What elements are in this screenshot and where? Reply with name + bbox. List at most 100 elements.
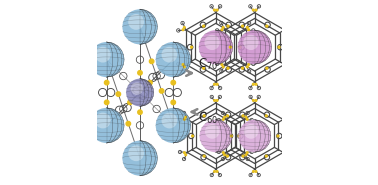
Circle shape [245,116,247,118]
Circle shape [246,152,248,153]
Circle shape [253,83,254,85]
Circle shape [287,64,288,65]
Circle shape [161,113,177,128]
Circle shape [253,100,254,101]
Circle shape [224,154,225,156]
Circle shape [184,152,185,153]
Circle shape [116,92,121,96]
Circle shape [138,110,142,114]
Circle shape [183,66,185,68]
Circle shape [128,14,144,30]
Circle shape [171,80,175,85]
Circle shape [160,89,164,93]
Circle shape [191,46,192,48]
Circle shape [216,171,218,172]
Circle shape [227,67,229,69]
Circle shape [104,80,109,85]
Circle shape [284,154,286,156]
Circle shape [253,171,254,172]
Circle shape [128,100,132,105]
Circle shape [253,9,254,11]
Circle shape [216,100,218,101]
Circle shape [203,115,205,117]
Circle shape [223,152,224,153]
Circle shape [224,116,225,118]
Circle shape [223,119,224,120]
Circle shape [266,67,268,69]
Circle shape [214,9,215,11]
Circle shape [246,119,248,120]
Text: C$_{60}$: C$_{60}$ [198,111,218,126]
Circle shape [200,120,232,152]
Circle shape [277,135,279,137]
Circle shape [245,154,247,156]
Circle shape [227,25,229,27]
Circle shape [266,25,268,27]
Circle shape [221,64,223,65]
Circle shape [199,30,233,64]
Circle shape [239,120,271,152]
Circle shape [126,79,154,106]
Circle shape [242,25,243,27]
Circle shape [184,119,185,120]
Circle shape [149,59,154,64]
Circle shape [265,115,267,117]
Circle shape [131,82,143,95]
Circle shape [89,42,124,77]
Circle shape [285,27,287,28]
Circle shape [246,27,248,28]
Circle shape [285,119,287,120]
Circle shape [148,80,152,85]
Circle shape [89,108,124,143]
Circle shape [171,100,175,105]
Text: C$_{70}$: C$_{70}$ [198,57,218,72]
Circle shape [138,70,142,75]
Circle shape [104,100,109,105]
Circle shape [214,100,215,101]
Circle shape [244,124,259,139]
Circle shape [278,46,280,48]
Circle shape [248,64,249,65]
Circle shape [284,116,286,118]
Circle shape [239,46,241,48]
Circle shape [203,67,204,69]
Circle shape [222,27,224,28]
Circle shape [255,100,257,101]
Circle shape [183,27,185,28]
Circle shape [122,9,158,44]
Circle shape [203,25,204,27]
Circle shape [182,29,184,31]
Circle shape [287,29,288,31]
Circle shape [126,121,130,126]
Circle shape [221,29,223,31]
Circle shape [203,155,205,157]
Circle shape [156,42,191,77]
Circle shape [214,83,215,85]
Circle shape [95,47,111,63]
Circle shape [185,154,186,156]
Circle shape [231,135,232,137]
Circle shape [182,64,184,65]
Circle shape [161,47,177,63]
Circle shape [95,113,111,128]
Circle shape [242,115,244,117]
Circle shape [255,83,257,85]
Circle shape [265,155,267,157]
Circle shape [285,152,287,153]
Circle shape [205,124,220,139]
Circle shape [226,115,228,117]
Circle shape [255,9,257,11]
Circle shape [216,9,218,11]
Circle shape [285,66,287,68]
Circle shape [226,155,228,157]
Circle shape [192,135,194,137]
Circle shape [238,135,240,137]
Circle shape [255,171,257,172]
Circle shape [243,35,259,50]
Circle shape [216,83,218,85]
Circle shape [156,108,191,143]
Circle shape [242,155,244,157]
Circle shape [128,145,144,161]
Circle shape [246,66,248,68]
Circle shape [222,66,224,68]
